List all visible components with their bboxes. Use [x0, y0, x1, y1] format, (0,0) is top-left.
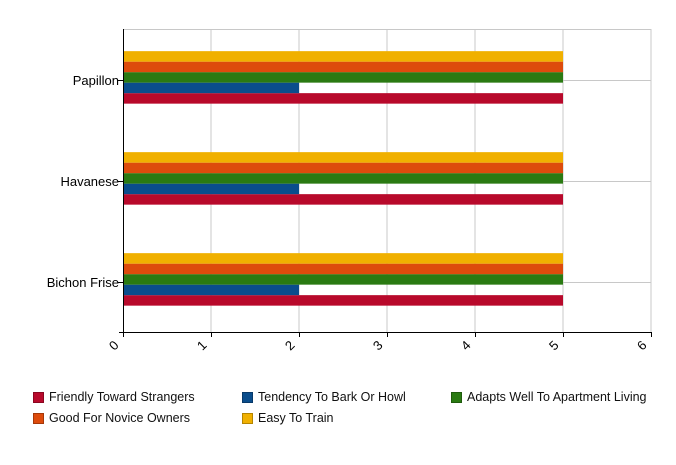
- labels: 0 1 2 3 4 5 6 Bichon Frise Havanese Papillon: [47, 73, 650, 353]
- x-tick-label: 4: [458, 338, 474, 354]
- bar-papillon-adapts-well-to-apartment-living: [123, 72, 563, 83]
- category-label: Bichon Frise: [47, 275, 119, 290]
- bar-bichon-frise-good-for-novice-owners: [123, 263, 563, 275]
- bar-bichon-frise-tendency-to-bark-or-howl: [123, 284, 299, 296]
- x-tick-label: 0: [106, 338, 122, 354]
- x-tick-label: 6: [634, 338, 650, 354]
- bar-havanese-easy-to-train: [123, 152, 563, 163]
- bar-havanese-adapts-well-to-apartment-living: [123, 173, 563, 184]
- category-label: Havanese: [60, 174, 119, 189]
- x-tick-label: 5: [546, 338, 562, 354]
- bar-havanese-friendly-toward-strangers: [123, 194, 563, 205]
- x-tick-label: 2: [282, 338, 298, 354]
- bar-papillon-friendly-toward-strangers: [123, 93, 563, 104]
- bar-papillon-good-for-novice-owners: [123, 61, 563, 73]
- bar-bichon-frise-adapts-well-to-apartment-living: [123, 274, 563, 285]
- x-tick-label: 1: [194, 338, 210, 354]
- bars: [123, 51, 563, 306]
- x-tick-label: 3: [370, 338, 386, 354]
- axes: [118, 29, 652, 337]
- bar-havanese-good-for-novice-owners: [123, 162, 563, 174]
- bar-bichon-frise-friendly-toward-strangers: [123, 295, 563, 306]
- bar-bichon-frise-easy-to-train: [123, 253, 563, 264]
- bar-papillon-easy-to-train: [123, 51, 563, 62]
- bar-havanese-tendency-to-bark-or-howl: [123, 183, 299, 195]
- category-label: Papillon: [73, 73, 119, 88]
- bar-papillon-tendency-to-bark-or-howl: [123, 82, 299, 94]
